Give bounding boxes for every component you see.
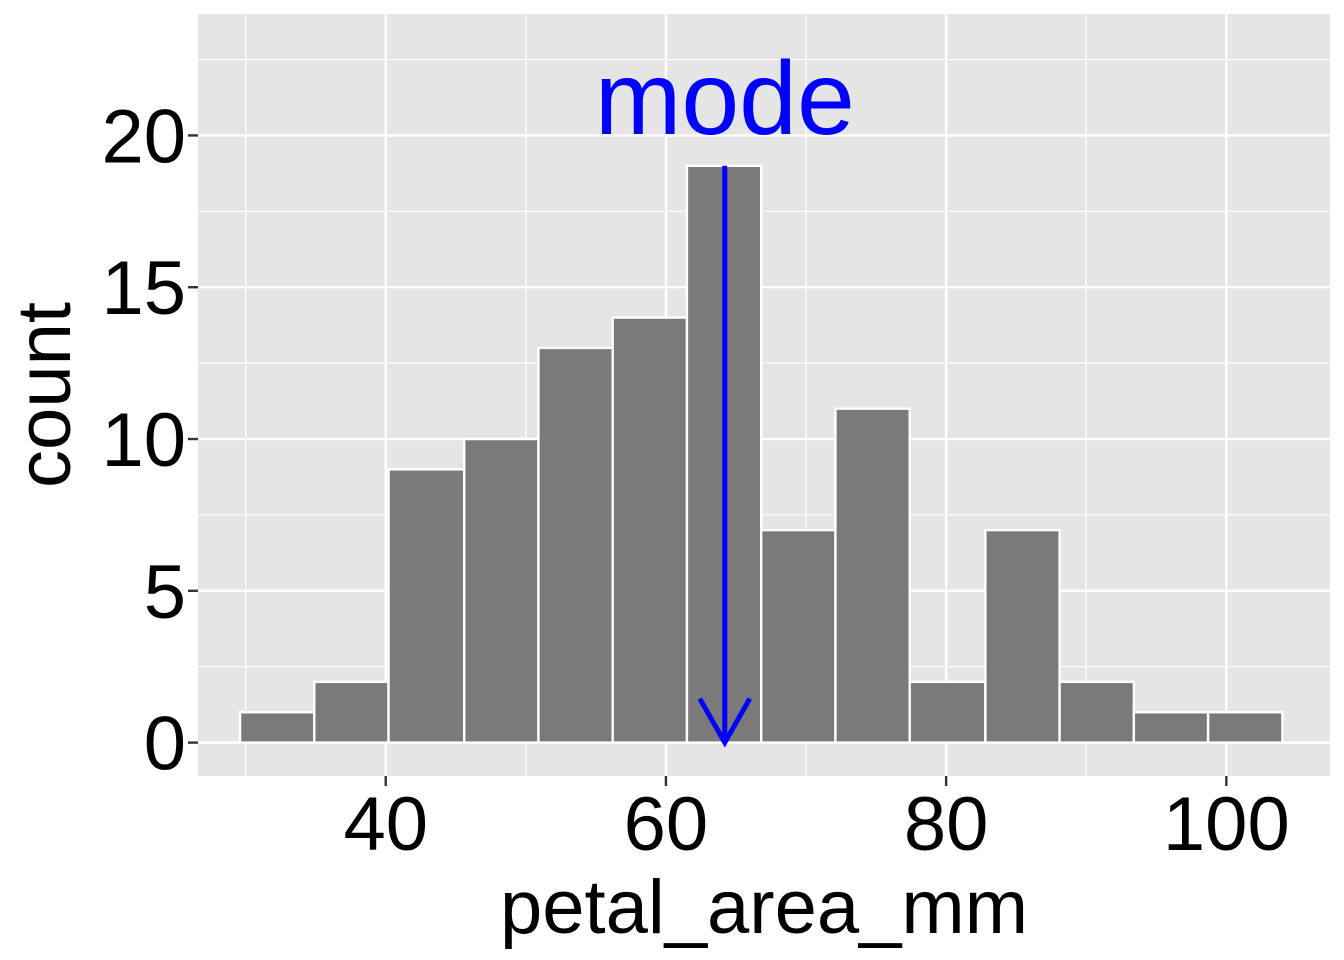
y-tick-label: 10 — [101, 398, 186, 483]
mode-arrow-head — [697, 697, 752, 748]
histogram-bar — [238, 711, 316, 744]
x-tick-label: 80 — [904, 782, 989, 867]
y-axis: 0 5 10 15 20 — [101, 94, 198, 787]
y-tick-label: 5 — [144, 550, 186, 635]
x-axis-title: petal_area_mm — [500, 865, 1028, 950]
histogram-bar — [834, 407, 911, 744]
histogram-bar — [387, 468, 466, 744]
mode-label: mode — [595, 41, 855, 157]
y-tick-label: 20 — [101, 94, 186, 179]
mode-annotation: mode — [595, 41, 855, 748]
histogram-bar — [908, 680, 987, 744]
x-tick-label: 40 — [343, 782, 428, 867]
x-tick-label: 100 — [1163, 782, 1290, 867]
histogram-bar — [537, 346, 614, 744]
x-axis: 40 60 80 100 — [343, 776, 1290, 867]
histogram-bar — [462, 437, 540, 744]
histogram-bar — [1206, 711, 1284, 744]
y-tick-label: 15 — [101, 246, 186, 331]
histogram-bar — [313, 680, 390, 744]
histogram-bars — [238, 164, 1284, 744]
histogram-bar — [1132, 711, 1210, 744]
y-axis-title: count — [2, 302, 87, 488]
histogram-bar — [984, 528, 1061, 744]
histogram-bar — [611, 316, 689, 744]
x-tick-label: 60 — [624, 782, 709, 867]
histogram-bar — [759, 528, 837, 744]
histogram-bar — [1058, 680, 1136, 744]
y-tick-label: 0 — [144, 702, 186, 787]
